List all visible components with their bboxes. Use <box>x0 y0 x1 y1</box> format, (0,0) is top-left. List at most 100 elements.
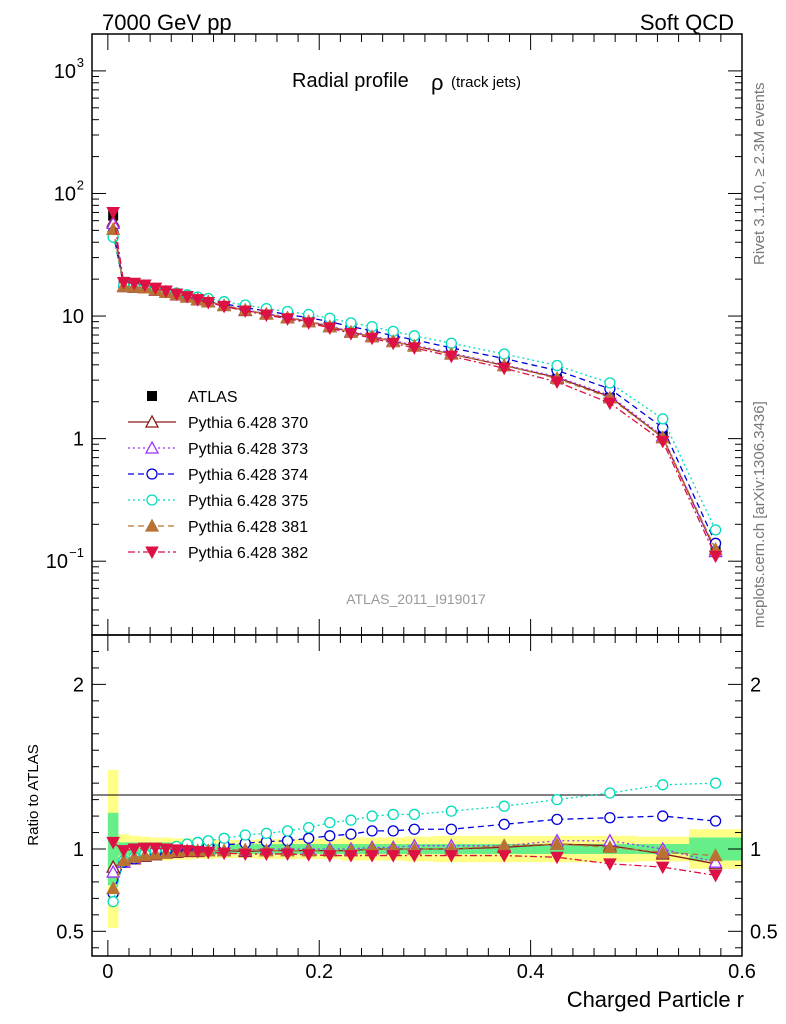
ratio-y-tick-label: 2 <box>73 674 84 696</box>
ratio-point <box>116 845 131 858</box>
ratio-point <box>549 836 565 850</box>
data-point <box>444 350 459 364</box>
legend-marker <box>144 440 160 454</box>
ratio-point <box>107 896 119 908</box>
ratio-point <box>259 848 274 861</box>
ratio-pythia-6-428-382 <box>106 836 723 883</box>
ratio-y-axis-label: Ratio to ATLAS <box>25 744 42 845</box>
ratio-point <box>106 836 120 850</box>
ratio-point <box>604 812 616 824</box>
ratio-point <box>301 849 316 862</box>
ratio-point <box>366 810 378 822</box>
ratio-point <box>655 861 670 875</box>
svg-text:10: 10 <box>54 61 76 83</box>
ratio-y-tick-label-right: 2 <box>750 674 761 696</box>
ratio-point <box>345 828 357 840</box>
data-point <box>106 206 120 220</box>
ratio-point <box>303 832 315 844</box>
main-title-rho: ρ <box>431 70 444 95</box>
data-point <box>322 322 337 335</box>
analysis-id-watermark: ATLAS_2011_I919017 <box>346 591 486 607</box>
ratio-panel-frame <box>91 634 743 957</box>
rivet-version-label: Rivet 3.1.10, ≥ 2.3M events <box>751 83 768 266</box>
ratio-point <box>180 845 194 858</box>
header-energy-label: 7000 GeV pp <box>102 10 232 35</box>
ratio-point <box>708 848 723 862</box>
data-point <box>603 397 617 411</box>
legend-entry: Pythia 6.428 382 <box>128 545 308 562</box>
ratio-point <box>551 793 563 806</box>
legend-label: Pythia 6.428 373 <box>188 441 308 458</box>
legend-marker <box>145 546 159 560</box>
ratio-point <box>445 805 457 817</box>
ratio-point <box>445 823 457 835</box>
legend-label: Pythia 6.428 381 <box>188 519 308 536</box>
legend-label: Pythia 6.428 375 <box>188 493 308 510</box>
ratio-point <box>280 848 295 861</box>
ratio-point <box>106 864 121 878</box>
ratio-panel: 0.5 0.5 1 1 2 2 0 0.2 0.4 0.6 Ratio to ATLAS Char… <box>25 634 778 1012</box>
ratio-point <box>708 854 723 868</box>
ratio-point <box>657 779 669 791</box>
main-title-suffix: (track jets) <box>451 74 521 91</box>
ratio-point <box>603 858 617 871</box>
ratio-point <box>408 823 421 835</box>
series-line <box>112 212 717 557</box>
data-point <box>604 377 616 389</box>
data-point <box>127 277 142 291</box>
ratio-point <box>498 818 510 830</box>
main-y-tick-label: 10 3 <box>54 55 84 83</box>
ratio-point <box>386 850 401 863</box>
x-tick-label: 0.2 <box>305 961 333 983</box>
ratio-point <box>444 850 459 863</box>
ratio-point <box>497 850 512 863</box>
ratio-point <box>657 810 669 822</box>
ratio-point <box>387 808 399 821</box>
ratio-point <box>303 821 315 834</box>
svg-text:1: 1 <box>73 429 84 451</box>
main-y-tick-label: 10 <box>62 306 84 328</box>
ratio-point <box>322 850 337 863</box>
svg-text:−1: −1 <box>69 545 84 560</box>
data-point <box>138 279 152 293</box>
data-point <box>116 276 131 290</box>
ratio-point <box>604 787 616 799</box>
main-y-tick-label: 10 2 <box>54 177 84 205</box>
ratio-point <box>408 808 421 821</box>
data-point <box>498 348 510 360</box>
legend-label: ATLAS <box>188 389 238 406</box>
legend-entry: Pythia 6.428 375 <box>128 493 308 510</box>
svg-text:10: 10 <box>54 183 76 205</box>
svg-text:2: 2 <box>77 177 84 192</box>
legend-entry: Pythia 6.428 370 <box>128 414 308 432</box>
legend-label: Pythia 6.428 382 <box>188 545 308 562</box>
data-point <box>708 550 723 564</box>
main-y-tick-label: 10 −1 <box>46 545 84 573</box>
ratio-point <box>201 846 216 860</box>
ratio-point <box>708 869 723 883</box>
ratio-point <box>550 851 564 865</box>
header-category-label: Soft QCD <box>640 10 734 35</box>
data-point <box>551 359 563 372</box>
data-point <box>655 435 670 449</box>
ratio-point <box>281 825 294 837</box>
ratio-point <box>387 825 399 837</box>
data-point <box>301 317 316 330</box>
data-point <box>169 288 184 302</box>
ratio-point <box>169 844 184 857</box>
main-title-text: Radial profile <box>292 70 409 92</box>
main-y-tick-label: 1 <box>73 429 84 451</box>
legend-marker <box>144 518 160 532</box>
ratio-point <box>655 844 670 858</box>
data-point <box>159 285 173 299</box>
data-point <box>259 309 274 323</box>
ratio-point <box>148 842 163 856</box>
data-point <box>201 296 216 310</box>
data-point <box>148 282 163 296</box>
ratio-point <box>239 829 251 841</box>
data-point <box>217 300 231 314</box>
ratio-point <box>498 800 510 812</box>
legend-marker <box>146 468 158 480</box>
legend-marker <box>147 391 157 401</box>
